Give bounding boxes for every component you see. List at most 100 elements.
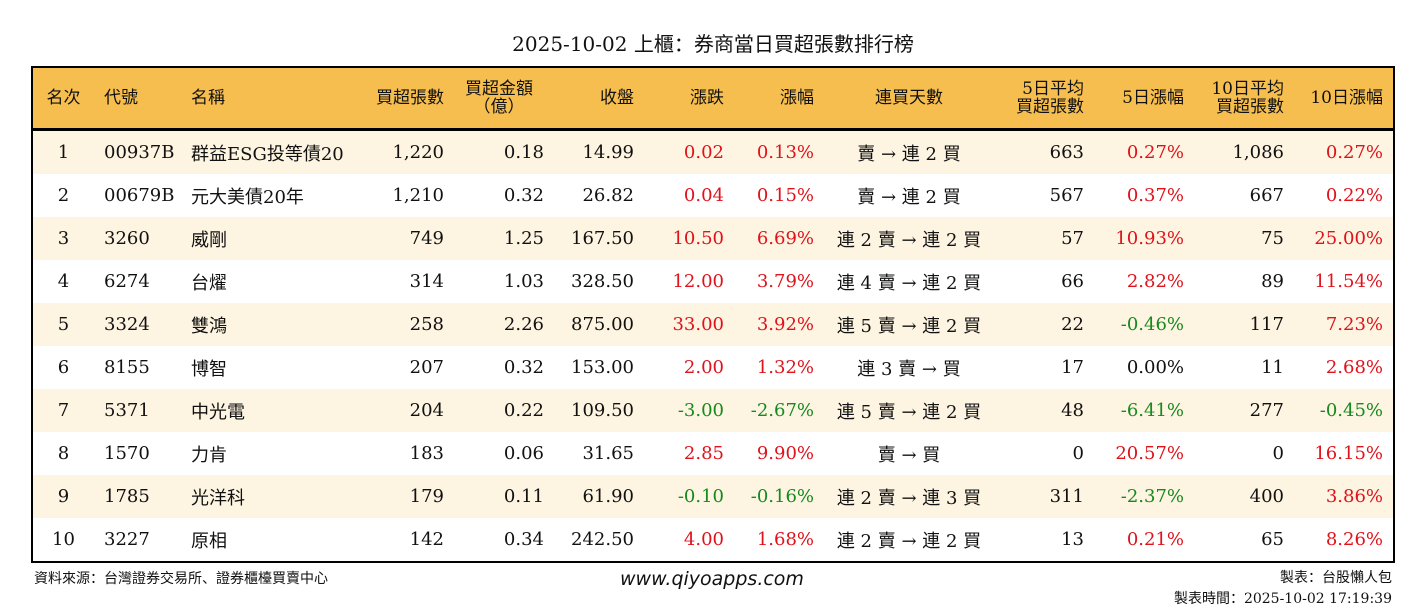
cell-consecutive-days: 連 3 賣 → 買 — [857, 358, 961, 380]
cell-avg10-volume: 1,086 — [1194, 129, 1294, 174]
cell-rank: 3 — [32, 217, 94, 260]
cell-rank: 6 — [57, 357, 70, 378]
cell-pct10: 0.27% — [1294, 129, 1394, 174]
cell-buy-volume: 1,220 — [356, 129, 454, 174]
cell-name: 元大美債20年 — [191, 186, 304, 208]
cell-code: 5371 — [94, 389, 181, 432]
cell-avg5-volume: 66 — [1061, 271, 1084, 292]
header-buy-amount: 買超金額 （億） — [454, 67, 554, 131]
cell-buy-amount: 1.25 — [454, 217, 554, 260]
cell-pct5: 0.21% — [1126, 529, 1184, 550]
website-link[interactable]: www.qiyoapps.com — [620, 568, 804, 590]
page-title: 2025-10-02 上櫃：券商當日買超張數排行榜 — [512, 32, 914, 56]
data-source: 資料來源：台灣證券交易所、證券櫃檯買賣中心 — [34, 571, 328, 587]
cell-consecutive-days: 賣 → 買 — [877, 444, 941, 466]
cell-buy-amount: 0.32 — [503, 357, 544, 378]
header-rank: 名次 — [32, 67, 94, 131]
cell-buy-volume: 179 — [356, 475, 454, 518]
cell-name: 力肯 — [191, 444, 227, 466]
header-buy-volume: 買超張數 — [356, 67, 454, 131]
cell-avg5-volume: 311 — [994, 475, 1094, 518]
cell-pct5: -2.37% — [1094, 475, 1194, 518]
cell-pct5: -6.41% — [1094, 389, 1194, 432]
cell-name: 群益ESG投等債20 — [181, 129, 356, 174]
cell-close: 14.99 — [554, 129, 644, 174]
cell-name: 威剛 — [181, 217, 356, 260]
cell-buy-volume: 258 — [356, 303, 454, 346]
cell-pct10: 25.00% — [1294, 217, 1394, 260]
cell-pct5: 2.82% — [1126, 271, 1184, 292]
cell-change-pct: 0.15% — [756, 185, 814, 206]
cell-close: 26.82 — [582, 185, 634, 206]
table-row: 5 3324 雙鴻 258 2.26 875.00 33.00 3.92% 連 5 賣 → 連 … — [32, 303, 1394, 346]
cell-avg5-volume: 57 — [994, 217, 1094, 260]
cell-change-pct: 1.32% — [756, 357, 814, 378]
cell-change: 2.00 — [683, 357, 724, 378]
cell-name: 雙鴻 — [181, 303, 356, 346]
table-row: 7 5371 中光電 204 0.22 109.50 -3.00 -2.67% 連 5 賣 → … — [32, 389, 1394, 432]
cell-pct10: 7.23% — [1294, 303, 1394, 346]
cell-rank: 2 — [57, 185, 70, 206]
cell-buy-volume: 1,210 — [392, 185, 444, 206]
cell-name: 原相 — [191, 530, 227, 552]
cell-consecutive-days: 賣 → 連 2 買 — [824, 129, 994, 174]
table-row: 1 00937B 群益ESG投等債20 1,220 0.18 14.99 0.02 0.13%… — [32, 129, 1394, 174]
cell-rank: 4 — [57, 271, 70, 292]
cell-rank: 8 — [57, 443, 70, 464]
cell-avg5-volume: 567 — [1049, 185, 1084, 206]
maker-info: 製表：台股懶人包 製表時間：2025-10-02 17:19:39 — [1174, 568, 1392, 610]
cell-avg10-volume: 0 — [1272, 443, 1284, 464]
cell-change-pct: 9.90% — [756, 443, 814, 464]
cell-consecutive-days: 連 2 賣 → 連 2 買 — [824, 217, 994, 260]
cell-pct5: 0.37% — [1126, 185, 1184, 206]
cell-change: 10.50 — [644, 217, 734, 260]
cell-consecutive-days: 連 2 賣 → 連 2 買 — [836, 530, 982, 552]
cell-change-pct: 1.68% — [756, 529, 814, 550]
cell-change: -0.10 — [644, 475, 734, 518]
cell-avg5-volume: 0 — [1072, 443, 1084, 464]
cell-change: 0.02 — [644, 129, 734, 174]
cell-buy-volume: 142 — [409, 529, 444, 550]
cell-avg10-volume: 277 — [1194, 389, 1294, 432]
cell-avg10-volume: 667 — [1249, 185, 1284, 206]
table-row: 8 1570 力肯 183 0.06 31.65 2.85 9.90% 賣 → 買 0 20.57%… — [32, 432, 1394, 475]
cell-close: 31.65 — [582, 443, 634, 464]
cell-pct10: -0.45% — [1294, 389, 1394, 432]
table-row: 3 3260 威剛 749 1.25 167.50 10.50 6.69% 連 2 賣 → 連 … — [32, 217, 1394, 260]
table-row: 2 00679B 元大美債20年 1,210 0.32 26.82 0.04 0.15% 賣 →… — [32, 174, 1394, 217]
cell-pct10: 2.68% — [1325, 357, 1383, 378]
cell-change-pct: 6.69% — [734, 217, 824, 260]
cell-pct5: 10.93% — [1094, 217, 1194, 260]
generated-time: 製表時間：2025-10-02 17:19:39 — [1173, 591, 1392, 607]
cell-buy-volume: 207 — [409, 357, 444, 378]
header-pct10: 10日漲幅 — [1294, 67, 1394, 131]
cell-avg10-volume: 89 — [1261, 271, 1284, 292]
cell-pct5: 0.00% — [1126, 357, 1184, 378]
header-avg10-volume: 10日平均 買超張數 — [1194, 67, 1294, 131]
cell-code: 3227 — [104, 529, 150, 550]
cell-buy-amount: 1.03 — [503, 271, 544, 292]
cell-pct10: 3.86% — [1294, 475, 1394, 518]
cell-pct10: 8.26% — [1325, 529, 1383, 550]
cell-avg5-volume: 663 — [994, 129, 1094, 174]
cell-buy-amount: 0.22 — [454, 389, 554, 432]
cell-rank: 1 — [32, 129, 94, 174]
table-row: 9 1785 光洋科 179 0.11 61.90 -0.10 -0.16% 連 2 賣 → 連… — [32, 475, 1394, 518]
cell-buy-amount: 2.26 — [454, 303, 554, 346]
cell-avg5-volume: 22 — [994, 303, 1094, 346]
cell-close: 109.50 — [554, 389, 644, 432]
cell-consecutive-days: 連 5 賣 → 連 2 買 — [824, 389, 994, 432]
cell-change: -3.00 — [644, 389, 734, 432]
cell-change: 33.00 — [644, 303, 734, 346]
table-row: 10 3227 原相 142 0.34 242.50 4.00 1.68% 連 2 賣 → 連 … — [32, 518, 1394, 562]
cell-buy-amount: 0.34 — [503, 529, 544, 550]
cell-code: 8155 — [104, 357, 150, 378]
cell-avg10-volume: 75 — [1194, 217, 1294, 260]
cell-change: 4.00 — [683, 529, 724, 550]
cell-change-pct: 0.13% — [734, 129, 824, 174]
cell-consecutive-days: 連 2 賣 → 連 3 買 — [824, 475, 994, 518]
cell-pct5: 20.57% — [1115, 443, 1184, 464]
cell-rank: 9 — [32, 475, 94, 518]
cell-buy-amount: 0.11 — [454, 475, 554, 518]
cell-avg5-volume: 17 — [1061, 357, 1084, 378]
